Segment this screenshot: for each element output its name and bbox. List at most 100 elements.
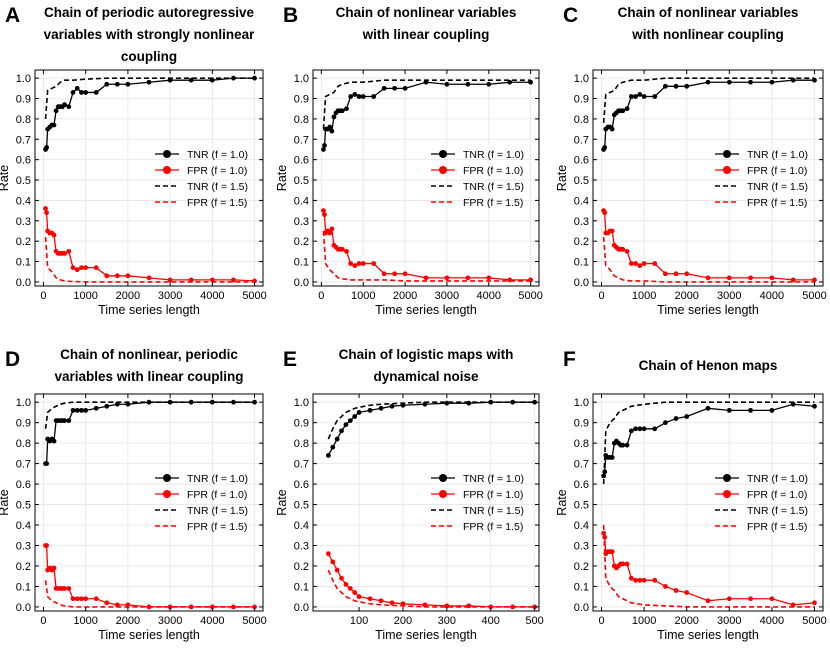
x-tick-label: 1000 (73, 615, 97, 627)
y-tick-label: 0.3 (16, 216, 31, 228)
legend-marker (439, 150, 447, 158)
plot-frame (592, 69, 824, 287)
data-point (790, 401, 796, 407)
x-tick-label: 1000 (351, 290, 375, 302)
data-point (602, 210, 608, 216)
y-tick-label: 1.0 (294, 73, 309, 85)
data-point (748, 275, 753, 281)
legend-label: TNR (f = 1.5) (747, 181, 808, 193)
data-point (327, 124, 333, 130)
data-point (769, 596, 775, 602)
data-point (43, 206, 48, 211)
y-tick-label: 0.4 (574, 520, 589, 532)
data-point (748, 407, 753, 413)
data-point (790, 602, 796, 608)
data-point (348, 94, 354, 99)
y-tick-label: 0.7 (574, 134, 589, 146)
y-axis-label: Rate (275, 165, 289, 191)
chart-title-line: variables with linear coupling (54, 369, 243, 384)
y-tick-label: 0.3 (294, 216, 309, 228)
legend-label: FPR (f = 1.0) (747, 165, 807, 177)
legend-marker (163, 150, 171, 158)
data-point (444, 275, 450, 281)
data-point (609, 455, 615, 460)
data-point (637, 426, 643, 432)
y-tick-label: 0.8 (574, 114, 589, 126)
legend-label: FPR (f = 1.0) (463, 165, 523, 177)
x-tick-label: 500 (525, 615, 543, 627)
data-point (371, 261, 377, 266)
y-tick-label: 0.1 (574, 257, 589, 269)
data-point (79, 90, 84, 95)
data-point (389, 600, 395, 606)
data-point (637, 92, 643, 97)
data-point (652, 577, 658, 583)
chart-title-line: dynamical noise (373, 369, 479, 384)
chart-title-line: with nonlinear coupling (631, 27, 784, 42)
y-tick-label: 0.5 (574, 500, 589, 512)
data-point (331, 114, 337, 120)
data-point (422, 401, 428, 407)
y-tick-label: 0.7 (574, 459, 589, 471)
data-point (663, 83, 668, 89)
x-tick-label: 2000 (674, 290, 698, 302)
x-axis-label: Time series length (98, 303, 200, 317)
data-point (381, 85, 387, 91)
data-point (628, 428, 634, 434)
y-tick-label: 0.6 (294, 155, 309, 167)
y-tick-label: 0.5 (294, 500, 309, 512)
chart-title-line: Chain of periodic autoregressive (44, 5, 255, 20)
y-tick-label: 0.5 (16, 500, 31, 512)
x-tick-label: 1000 (632, 615, 656, 627)
data-point (231, 399, 236, 405)
data-point (125, 602, 131, 608)
data-point (347, 418, 353, 424)
data-point (339, 428, 344, 434)
data-point (70, 265, 76, 271)
data-point (70, 596, 76, 602)
y-tick-label: 0.6 (16, 479, 31, 491)
data-point (465, 275, 471, 281)
y-axis-label: Rate (555, 165, 569, 191)
data-point (633, 577, 638, 583)
chart-title-line: Chain of Henon maps (639, 358, 778, 373)
series-line-3 (602, 237, 815, 283)
legend-marker (439, 166, 447, 174)
series-line-2 (602, 401, 815, 485)
data-point (70, 407, 76, 413)
plot-frame (34, 393, 264, 612)
data-point (329, 128, 335, 134)
data-point (367, 407, 373, 413)
x-tick-label: 0 (40, 290, 46, 302)
x-tick-label: 4000 (760, 615, 784, 627)
data-point (344, 248, 349, 254)
data-point (684, 590, 690, 595)
data-point (79, 265, 84, 271)
y-tick-label: 0.4 (294, 520, 309, 532)
data-point (507, 79, 513, 85)
legend-marker (723, 166, 731, 174)
data-point (209, 399, 215, 405)
y-tick-label: 0.0 (294, 602, 309, 614)
data-point (325, 453, 331, 458)
data-point (790, 77, 796, 83)
data-point (402, 85, 408, 91)
panel-letter: E (283, 348, 297, 371)
y-tick-label: 0.5 (294, 175, 309, 187)
legend-label: FPR (f = 1.5) (463, 521, 523, 533)
data-point (684, 271, 690, 277)
data-point (381, 271, 387, 277)
chart-title-line: Chain of nonlinear variables (336, 5, 517, 20)
data-point (633, 426, 638, 432)
series-line-3 (602, 524, 815, 608)
x-tick-label: 5000 (242, 290, 266, 302)
data-point (663, 420, 668, 426)
y-tick-label: 0.5 (16, 175, 31, 187)
data-point (339, 246, 345, 252)
data-point (673, 271, 679, 277)
data-point (637, 263, 643, 269)
data-point (62, 102, 67, 108)
chart-title-line: Chain of logistic maps with (339, 347, 514, 362)
data-point (93, 90, 99, 95)
